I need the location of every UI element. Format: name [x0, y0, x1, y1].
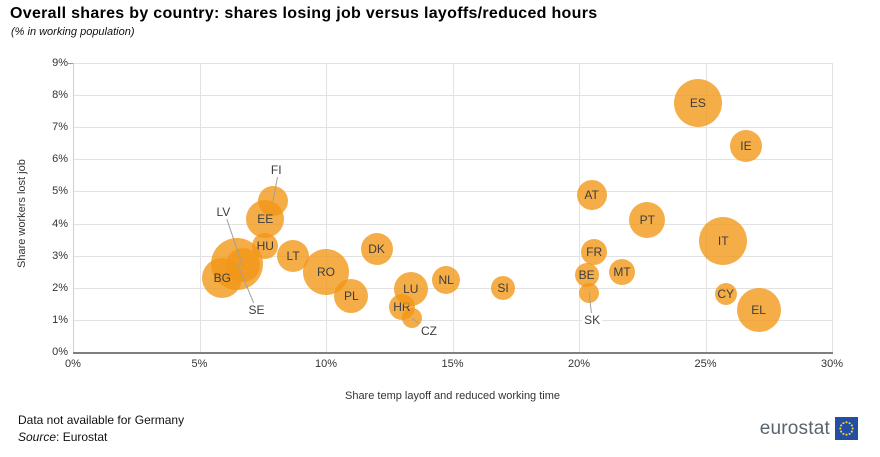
- bubble-pt: PT: [629, 202, 666, 239]
- x-tick-label: 25%: [694, 358, 717, 370]
- bubble-bg: BG: [202, 258, 243, 299]
- y-tick-label: 6%: [52, 153, 68, 166]
- x-tick-label: 30%: [820, 358, 844, 370]
- y-tick-label: 3%: [52, 249, 68, 262]
- chart-subtitle: (% in working population): [11, 26, 135, 38]
- country-label-lv: LV: [214, 205, 233, 220]
- plot-left-border: [73, 63, 74, 352]
- y-tick-label: 5%: [52, 185, 68, 198]
- bubble-mt: MT: [609, 258, 635, 285]
- y-tick-label: 2%: [52, 281, 68, 294]
- gridline-vertical: [832, 63, 833, 352]
- footer-source: Source: Eurostat: [18, 430, 107, 444]
- bubble-ie: IE: [729, 130, 762, 163]
- x-tick-label: 10%: [314, 358, 338, 370]
- bubble-es: ES: [673, 79, 722, 128]
- country-label-cz: CZ: [419, 324, 440, 339]
- y-axis-top-tick: [68, 63, 73, 64]
- bubble-pl: PL: [334, 278, 369, 313]
- eurostat-logo: eurostat: [760, 417, 858, 440]
- bubble-it: IT: [699, 217, 748, 266]
- x-tick-label: 15%: [441, 358, 464, 370]
- chart-title: Overall shares by country: shares losing…: [10, 5, 598, 22]
- eu-flag-icon: [835, 417, 858, 440]
- y-tick-label: 8%: [52, 89, 68, 102]
- y-tick-label: 9%: [52, 57, 68, 69]
- bubble-at: AT: [576, 179, 607, 210]
- x-tick-label: 20%: [567, 358, 591, 370]
- bubble-lu: LU: [393, 272, 428, 307]
- gridline-vertical: [579, 63, 580, 352]
- source-separator: :: [56, 430, 63, 444]
- bubble-fr: FR: [581, 239, 608, 266]
- gridline-vertical: [705, 63, 707, 352]
- gridline-vertical: [326, 63, 327, 352]
- country-label-fi: FI: [268, 163, 284, 178]
- country-label-sk: SK: [582, 312, 603, 327]
- bubble-be: BE: [574, 262, 599, 287]
- x-axis-line: [73, 352, 833, 354]
- source-value: Eurostat: [62, 430, 108, 444]
- gridline-vertical: [452, 63, 454, 352]
- bubble-cy: CY: [714, 283, 737, 306]
- y-tick-label: 7%: [52, 121, 68, 134]
- eurostat-logo-text: eurostat: [759, 417, 830, 439]
- bubble-si: SI: [491, 275, 516, 300]
- gridline-vertical: [199, 63, 201, 352]
- x-tick-label: 0%: [65, 358, 81, 370]
- bubble-el: EL: [736, 288, 781, 333]
- y-tick-label: 0%: [52, 346, 68, 358]
- bubble-ee: EE: [246, 199, 285, 238]
- eu-stars: [839, 421, 854, 436]
- footer-note: Data not available for Germany: [18, 413, 185, 427]
- y-tick-label: 4%: [52, 217, 68, 230]
- x-axis-title: Share temp layoff and reduced working ti…: [344, 390, 561, 402]
- y-axis-title: Share workers lost job: [16, 159, 28, 268]
- x-tick-label: 5%: [191, 358, 208, 370]
- bubble-nl: NL: [432, 265, 461, 294]
- source-label: Source: [18, 430, 57, 444]
- country-label-se: SE: [246, 302, 267, 317]
- y-tick-label: 1%: [52, 313, 68, 326]
- bubble-dk: DK: [360, 233, 393, 266]
